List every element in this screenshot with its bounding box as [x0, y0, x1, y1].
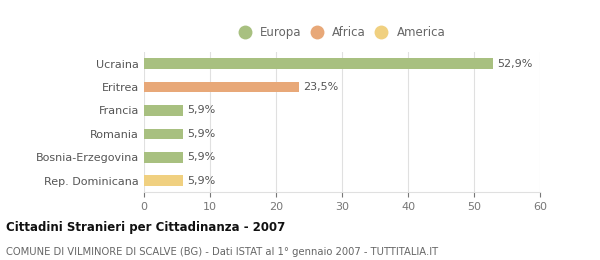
Text: 23,5%: 23,5% [303, 82, 338, 92]
Text: 52,9%: 52,9% [497, 59, 532, 69]
Bar [144, 58, 493, 69]
Text: Cittadini Stranieri per Cittadinanza - 2007: Cittadini Stranieri per Cittadinanza - 2… [6, 222, 285, 235]
Text: 5,9%: 5,9% [187, 152, 215, 162]
Bar [144, 82, 299, 92]
Text: 5,9%: 5,9% [187, 176, 215, 186]
Bar [144, 129, 183, 139]
Bar [144, 105, 183, 116]
Bar [144, 176, 183, 186]
Text: 5,9%: 5,9% [187, 106, 215, 115]
Text: COMUNE DI VILMINORE DI SCALVE (BG) - Dati ISTAT al 1° gennaio 2007 - TUTTITALIA.: COMUNE DI VILMINORE DI SCALVE (BG) - Dat… [6, 247, 438, 257]
Text: 5,9%: 5,9% [187, 129, 215, 139]
Legend: Europa, Africa, America: Europa, Africa, America [235, 23, 449, 43]
Bar [144, 152, 183, 162]
